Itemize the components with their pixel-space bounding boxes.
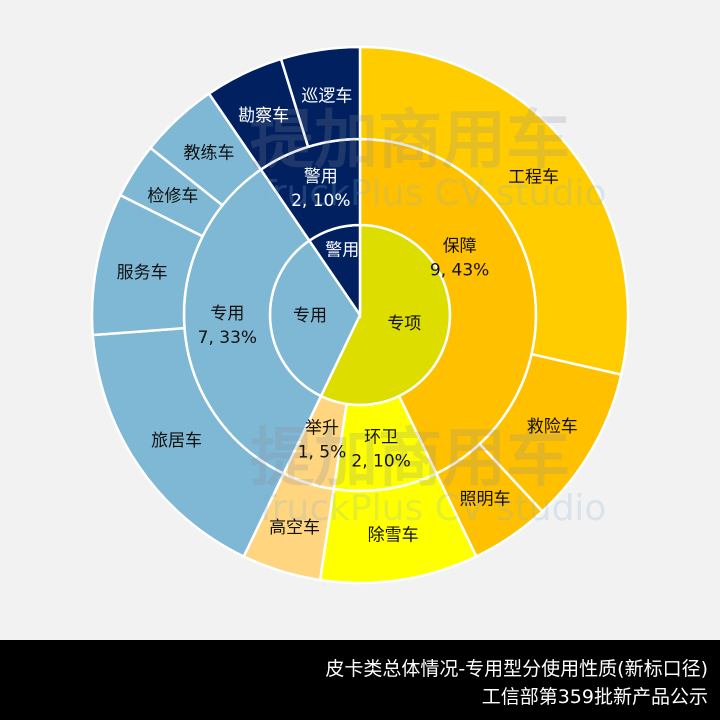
middle-label: 举升 xyxy=(305,418,339,438)
inner-label: 警用 xyxy=(325,240,359,260)
watermark-en-bottom: TruckPlus CV studio xyxy=(254,488,606,529)
chart-title: 皮卡类总体情况-专用型分使用性质(新标口径) xyxy=(325,658,708,680)
middle-label: 环卫 xyxy=(364,427,398,447)
middle-label: 7, 33% xyxy=(198,328,257,348)
outer-label: 除雪车 xyxy=(368,526,419,546)
middle-label: 警用 xyxy=(304,167,338,187)
footer-banner: 皮卡类总体情况-专用型分使用性质(新标口径) 工信部第359批新产品公示 xyxy=(0,640,720,720)
outer-label: 旅居车 xyxy=(151,431,202,451)
watermark-en-top: TruckPlus CV studio xyxy=(254,173,606,214)
outer-label: 照明车 xyxy=(460,489,511,509)
outer-label: 工程车 xyxy=(508,168,559,188)
chart-subtitle: 工信部第359批新产品公示 xyxy=(481,686,708,708)
watermark: 提加商用车 TruckPlus CV studio 提加商用车 TruckPlu… xyxy=(250,104,606,529)
chart-slices xyxy=(90,45,630,585)
inner-label: 专用 xyxy=(293,306,327,326)
middle-label: 保障 xyxy=(443,237,477,257)
middle-label: 2, 10% xyxy=(291,191,350,211)
outer-label: 教练车 xyxy=(184,143,235,163)
outer-label: 检修车 xyxy=(147,186,198,206)
middle-label: 专用 xyxy=(210,304,244,324)
outer-label: 巡逻车 xyxy=(301,86,352,106)
outer-label: 勘察车 xyxy=(238,106,289,126)
outer-label: 救险车 xyxy=(527,417,578,437)
watermark-cn-bottom: 提加商用车 xyxy=(250,422,570,496)
outer-slice xyxy=(358,45,630,377)
outer-label: 高空车 xyxy=(269,518,320,538)
middle-label: 9, 43% xyxy=(430,261,489,281)
middle-label: 2, 10% xyxy=(351,451,410,471)
sunburst-chart: 提加商用车 TruckPlus CV studio 提加商用车 TruckPlu… xyxy=(90,45,630,585)
watermark-cn-top: 提加商用车 xyxy=(250,104,570,178)
outer-label: 服务车 xyxy=(117,263,168,283)
outer-slice xyxy=(279,45,362,149)
middle-label: 1, 5% xyxy=(298,442,347,462)
inner-label: 专项 xyxy=(387,314,421,334)
